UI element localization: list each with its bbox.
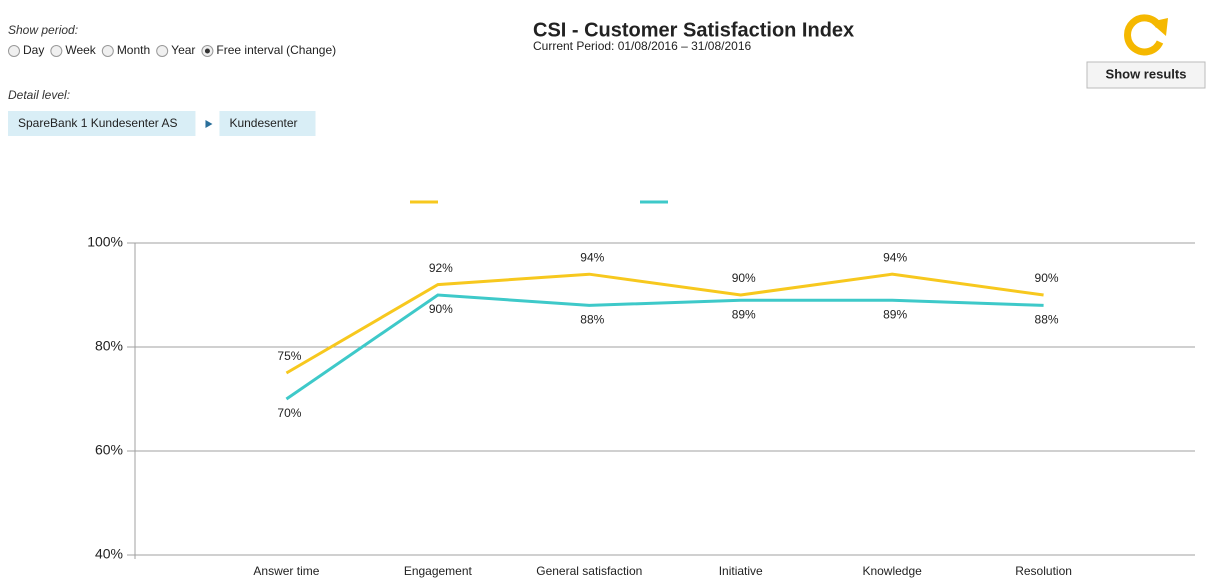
- y-tick-label: 80%: [95, 338, 123, 354]
- y-tick-label: 40%: [95, 546, 123, 562]
- y-tick-label: 60%: [95, 442, 123, 458]
- data-label: 88%: [580, 313, 604, 327]
- refresh-arc: [1124, 14, 1164, 56]
- radio-label[interactable]: Free interval: [216, 43, 283, 57]
- data-label: 90%: [1035, 271, 1059, 285]
- breadcrumb-item[interactable]: [8, 111, 196, 136]
- data-label: 89%: [883, 307, 907, 321]
- show-results-text[interactable]: Show results: [1106, 66, 1187, 81]
- radio-dot: [204, 48, 210, 54]
- series-line: [285, 272, 1044, 375]
- radio[interactable]: [101, 45, 114, 57]
- change-link[interactable]: (Change): [286, 43, 336, 57]
- x-tick-label: General satisfaction: [536, 564, 642, 578]
- radio-label[interactable]: Month: [117, 43, 150, 57]
- radio[interactable]: [8, 45, 20, 57]
- breadcrumb-text[interactable]: SpareBank 1 Kundesenter AS: [18, 116, 177, 130]
- data-label: 94%: [883, 250, 907, 264]
- title: CSI - Customer Satisfaction Index: [533, 19, 854, 41]
- detail-label: Detail level:: [8, 88, 70, 102]
- data-label: 94%: [580, 250, 604, 264]
- data-label: 90%: [732, 271, 756, 285]
- data-label: 88%: [1035, 313, 1059, 327]
- radio-label[interactable]: Week: [65, 43, 96, 57]
- show-results-button[interactable]: [1086, 61, 1206, 89]
- radio[interactable]: [50, 45, 63, 57]
- data-label: 90%: [429, 302, 453, 316]
- radio-label[interactable]: Day: [23, 43, 44, 57]
- radio[interactable]: [156, 45, 169, 57]
- x-tick-label: Initiative: [719, 564, 763, 578]
- x-tick-label: Resolution: [1015, 564, 1072, 578]
- refresh-icon[interactable]: [1124, 14, 1168, 56]
- data-label: 75%: [277, 349, 301, 363]
- data-label: 89%: [732, 307, 756, 321]
- data-label: 92%: [429, 261, 453, 275]
- period-label: Show period:: [8, 23, 78, 37]
- radio-label[interactable]: Year: [171, 43, 195, 57]
- subtitle: Current Period: 01/08/2016 – 31/08/2016: [533, 39, 751, 53]
- breadcrumb-text[interactable]: Kundesenter: [229, 116, 297, 130]
- x-tick-label: Answer time: [253, 564, 319, 578]
- breadcrumb-arrow: [205, 120, 213, 128]
- series-line: [285, 293, 1044, 401]
- breadcrumb-item[interactable]: [219, 111, 316, 136]
- data-label: 70%: [277, 406, 301, 420]
- x-tick-label: Knowledge: [862, 564, 922, 578]
- x-tick-label: Engagement: [404, 564, 473, 578]
- y-tick-label: 100%: [87, 234, 123, 250]
- refresh-arrow: [1150, 18, 1168, 36]
